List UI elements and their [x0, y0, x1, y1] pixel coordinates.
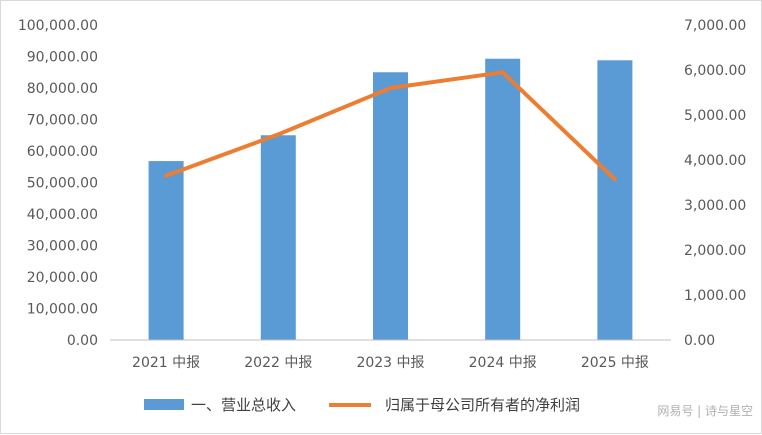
x-axis-tick-label: 2025 中报 [581, 355, 649, 371]
left-axis-tick-label: 0.00 [67, 333, 98, 349]
right-axis-tick-label: 3,000.00 [684, 198, 746, 214]
legend-label-revenue: 一、营业总收入 [191, 396, 296, 414]
x-axis-tick-label: 2024 中报 [469, 355, 537, 371]
revenue-bar [373, 72, 408, 340]
revenue-bar [260, 135, 296, 340]
left-axis: 0.00 10,000.00 20,000.00 30,000.00 40,000.00… [18, 18, 98, 349]
right-axis-tick-label: 0.00 [684, 333, 715, 349]
x-axis: 2021 中报 2022 中报 2023 中报 2024 中报 2025 中报 [132, 355, 649, 371]
x-axis-tick-label: 2021 中报 [132, 355, 200, 371]
revenue-bars [148, 58, 633, 341]
left-axis-tick-label: 70,000.00 [27, 113, 98, 129]
left-axis-tick-label: 100,000.00 [18, 18, 98, 34]
revenue-bar [597, 60, 633, 340]
net-profit-point [613, 177, 617, 181]
x-axis-tick-label: 2023 中报 [356, 355, 424, 371]
net-profit-point [501, 70, 505, 74]
left-axis-tick-label: 20,000.00 [27, 270, 98, 286]
net-profit-line [164, 70, 617, 182]
net-profit-point [389, 86, 392, 90]
left-axis-tick-label: 50,000.00 [27, 176, 98, 192]
right-axis: 0.00 1,000.00 2,000.00 3,000.00 4,000.00 5,00… [684, 18, 746, 349]
legend-label-net-profit: 归属于母公司所有者的净利润 [385, 396, 580, 414]
left-axis-tick-label: 60,000.00 [27, 144, 98, 160]
watermark: 网易号 | 诗与星空 [657, 404, 753, 418]
right-axis-tick-label: 2,000.00 [684, 243, 746, 259]
x-axis-tick-label: 2022 中报 [244, 355, 312, 371]
left-axis-tick-label: 10,000.00 [27, 302, 98, 318]
right-axis-tick-label: 6,000.00 [684, 63, 746, 79]
left-axis-tick-label: 80,000.00 [27, 81, 98, 97]
net-profit-point [276, 132, 280, 136]
revenue-bar [485, 58, 521, 341]
left-axis-tick-label: 30,000.00 [27, 239, 98, 255]
revenue-bar [148, 161, 184, 340]
legend: 一、营业总收入 归属于母公司所有者的净利润 [144, 396, 580, 414]
right-axis-tick-label: 7,000.00 [684, 18, 746, 34]
right-axis-tick-label: 1,000.00 [684, 288, 746, 304]
legend-swatch-revenue [144, 399, 184, 410]
right-axis-tick-label: 4,000.00 [684, 153, 746, 169]
left-axis-tick-label: 90,000.00 [27, 50, 98, 66]
left-axis-tick-label: 40,000.00 [27, 207, 98, 223]
net-profit-point [164, 174, 168, 178]
right-axis-tick-label: 5,000.00 [684, 108, 746, 124]
